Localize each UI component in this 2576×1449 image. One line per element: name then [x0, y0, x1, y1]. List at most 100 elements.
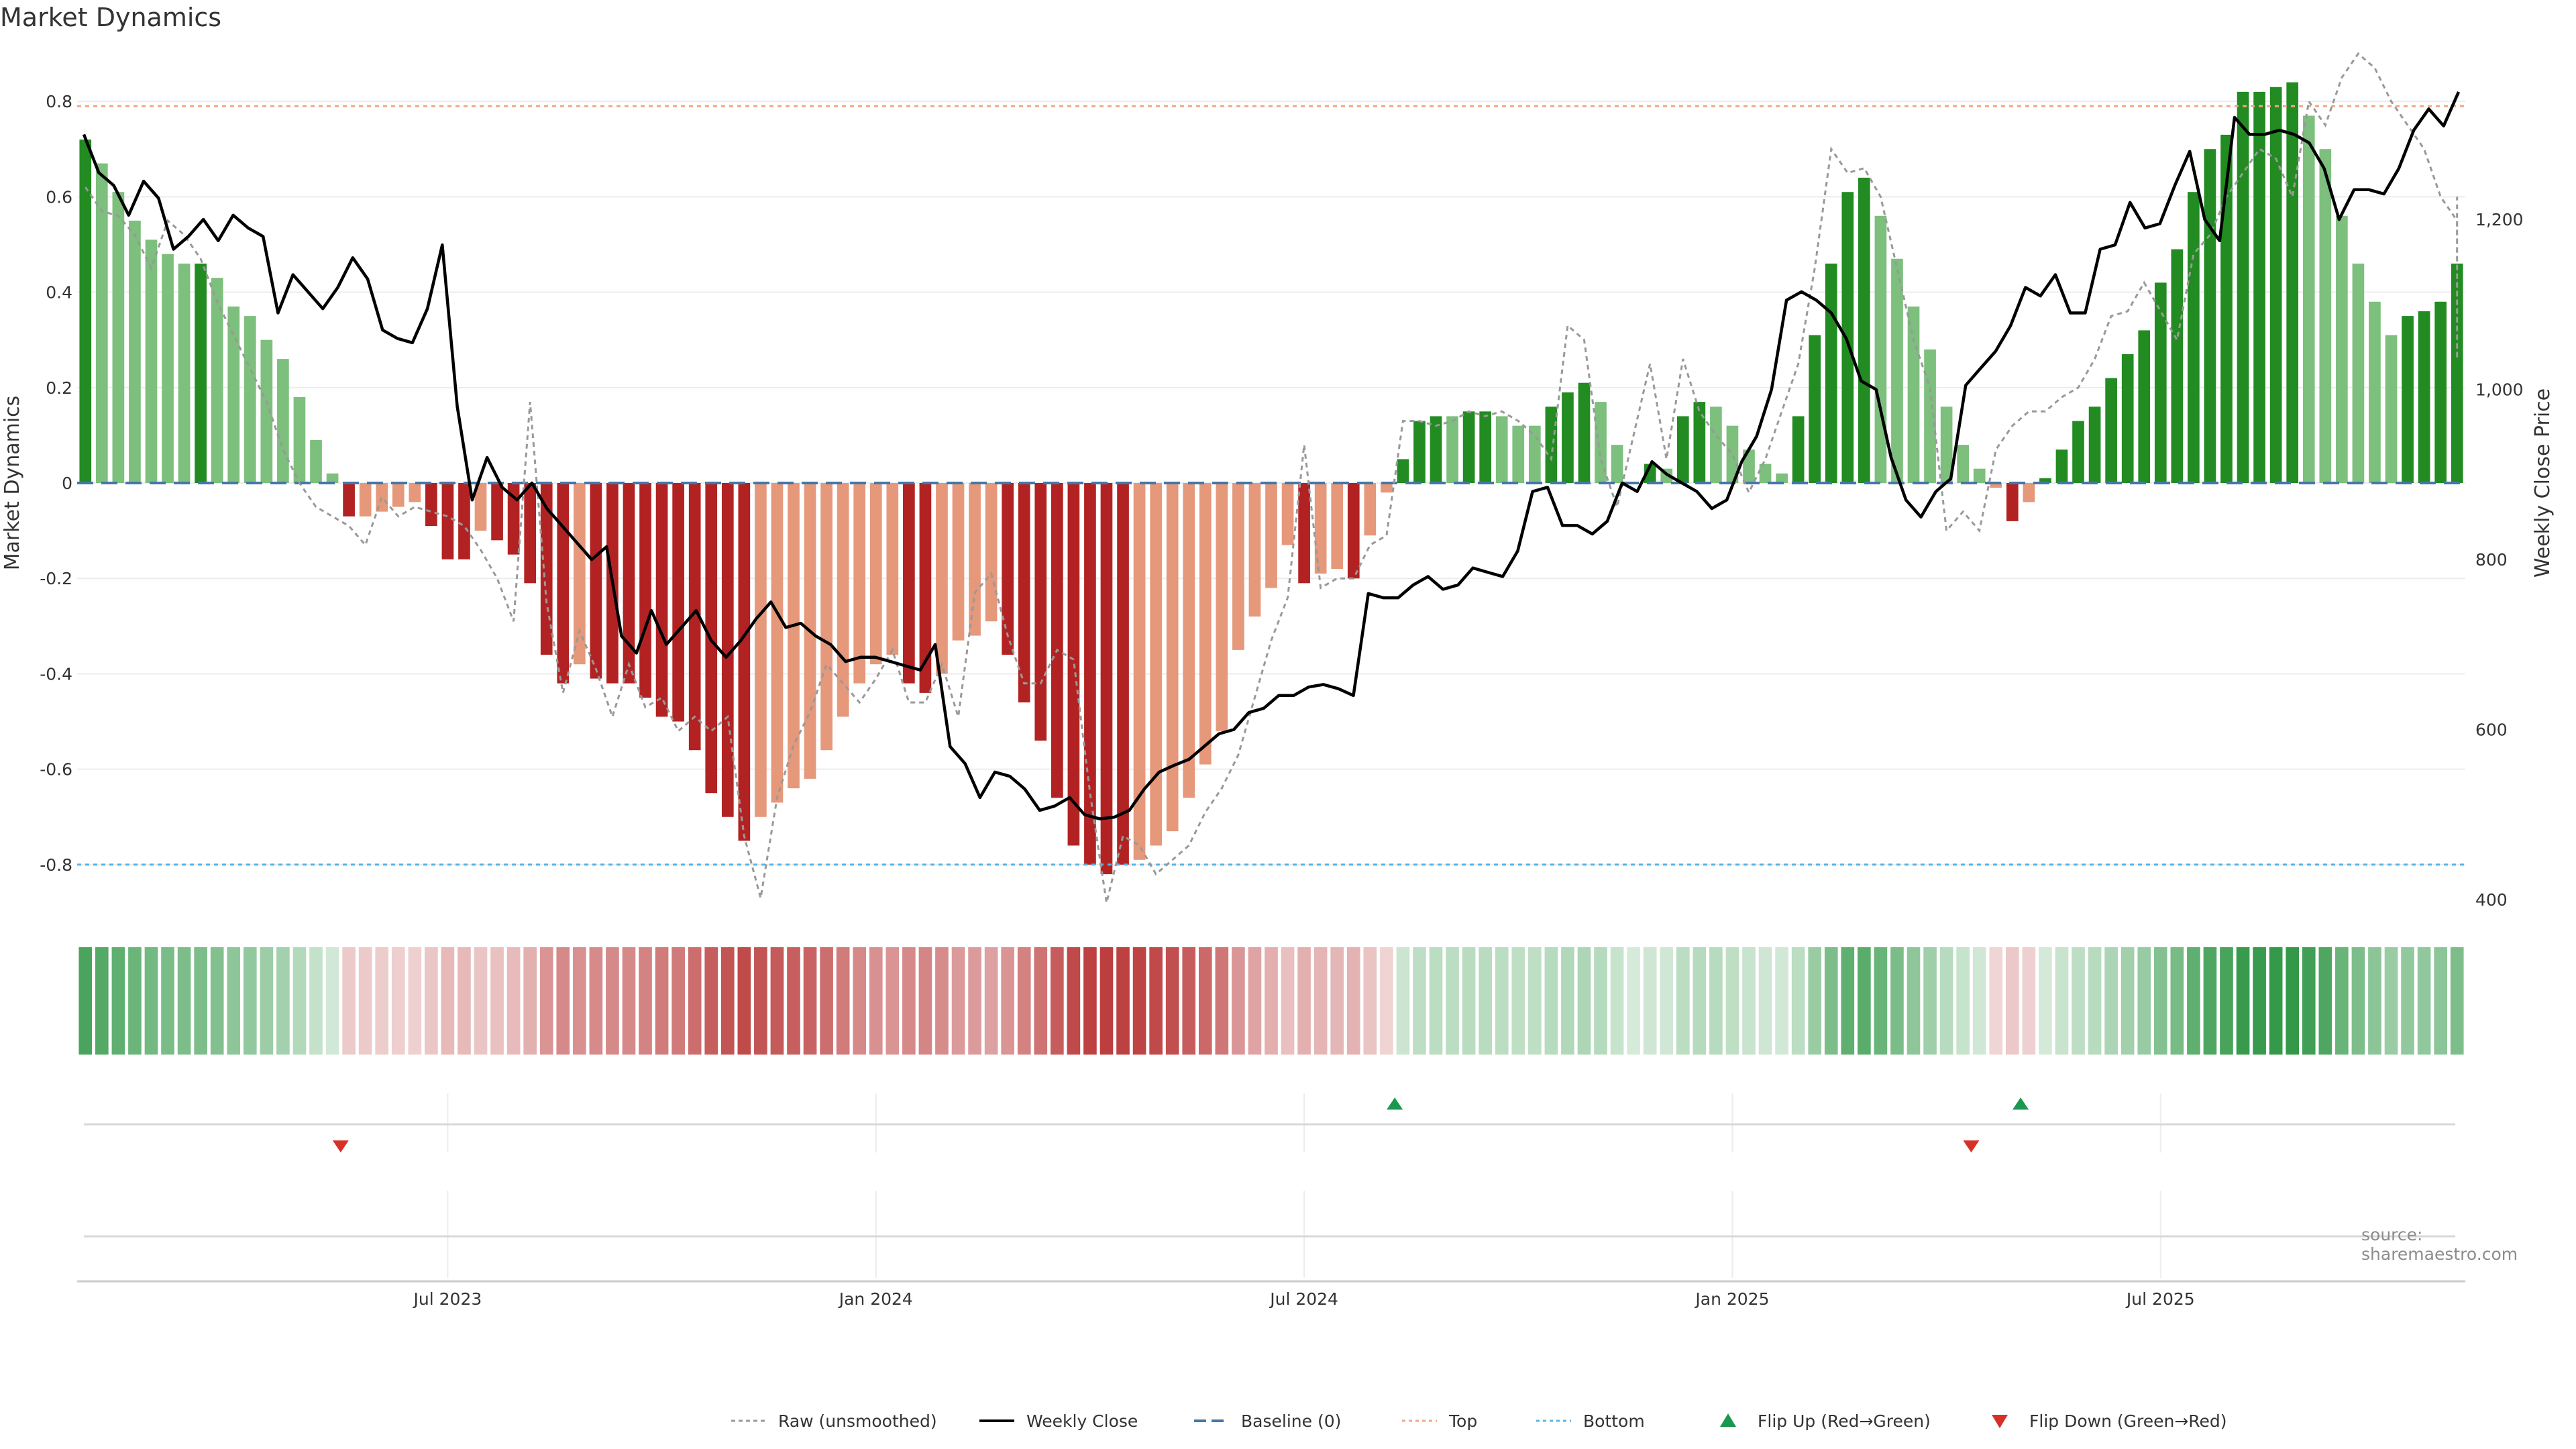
heatmap-cell [490, 947, 504, 1055]
heatmap-cell [1149, 947, 1163, 1055]
dynamics-bar [590, 483, 602, 679]
heatmap-cell [2088, 947, 2102, 1055]
dynamics-bar [458, 483, 470, 559]
dynamics-bar [1957, 445, 1970, 483]
heatmap-cell [1939, 947, 1953, 1055]
heatmap-cell [210, 947, 224, 1055]
dynamics-bar [1117, 483, 1129, 865]
heatmap-cell [474, 947, 488, 1055]
dynamics-bar [112, 192, 125, 483]
left-tick-label: 0.4 [46, 283, 72, 303]
heatmap-cell [523, 947, 537, 1055]
dynamics-bar [195, 263, 207, 483]
left-tick-label: -0.6 [40, 760, 72, 780]
dynamics-bar [1611, 445, 1623, 483]
dynamics-bar [1676, 416, 1689, 483]
dynamics-bar [244, 316, 256, 483]
dynamics-bar [2418, 311, 2430, 483]
legend-label-top: Top [1448, 1411, 1477, 1431]
heatmap-cell [1923, 947, 1937, 1055]
heatmap-cell [2055, 947, 2069, 1055]
heatmap-cell [573, 947, 586, 1055]
heatmap-cell [1313, 947, 1328, 1055]
dynamics-bar [293, 397, 306, 483]
heatmap-cell [1083, 947, 1097, 1055]
dynamics-bar [1232, 483, 1244, 650]
x-tick-label: Jul 2025 [2125, 1289, 2195, 1309]
heatmap-cell [128, 947, 142, 1055]
heatmap-cell [754, 947, 767, 1055]
dynamics-bar [1150, 483, 1162, 846]
dynamics-bar [326, 473, 339, 483]
dynamics-bar [919, 483, 932, 693]
dynamics-bar [2451, 263, 2463, 483]
heatmap-cell [2434, 947, 2447, 1055]
dynamics-bar [1759, 464, 1772, 483]
dynamics-bar [409, 483, 421, 502]
right-tick-label: 800 [2475, 550, 2508, 570]
heatmap-cell [1479, 947, 1492, 1055]
dynamics-bar [2204, 149, 2216, 483]
dynamics-bar [755, 483, 767, 817]
heatmap-cell [1758, 947, 1772, 1055]
heatmap-cell [1396, 947, 1410, 1055]
heatmap-cell [194, 947, 207, 1055]
x-tick-label: Jan 2025 [1694, 1289, 1769, 1309]
dynamics-bar [1166, 483, 1179, 832]
dynamics-bar [474, 483, 487, 531]
dynamics-bar [837, 483, 849, 717]
heatmap-cell [243, 947, 257, 1055]
heatmap-cell [539, 947, 553, 1055]
heatmap-cell [737, 947, 751, 1055]
dynamics-bar [359, 483, 372, 517]
legend-flip-up-swatch [1720, 1413, 1736, 1427]
heatmap-cell [1165, 947, 1179, 1055]
dynamics-bar [1891, 258, 1903, 483]
dynamics-bar [277, 359, 289, 483]
dynamics-bar [623, 483, 635, 684]
heatmap-cell [951, 947, 965, 1055]
heatmap-cell [1544, 947, 1558, 1055]
dynamics-bar [738, 483, 751, 841]
heatmap-cell [935, 947, 949, 1055]
flip-up-marker [2012, 1097, 2029, 1110]
y-axis-right-label: Weekly Close Price [2531, 388, 2555, 578]
x-tick-label: Jul 2023 [413, 1289, 482, 1309]
legend-label-raw: Raw (unsmoothed) [778, 1411, 937, 1431]
dynamics-bar [2385, 335, 2398, 483]
x-tick-label: Jan 2024 [838, 1289, 913, 1309]
flip-up-marker [1387, 1097, 1403, 1110]
dynamics-bar [1084, 483, 1096, 865]
heatmap-cell [1363, 947, 1377, 1055]
heatmap-cell [441, 947, 455, 1055]
heatmap-cell [1725, 947, 1739, 1055]
heatmap-cell [672, 947, 685, 1055]
heatmap-cell [1132, 947, 1146, 1055]
dynamics-bar [1495, 416, 1508, 483]
dynamics-bar [886, 483, 899, 655]
dynamics-bar [2302, 115, 2315, 483]
heatmap-cell [968, 947, 981, 1055]
dynamics-bar [2088, 407, 2101, 483]
dynamics-bar [2006, 483, 2019, 521]
dynamics-bar [2336, 215, 2348, 483]
heatmap-cell [1232, 947, 1245, 1055]
heatmap-cell [2072, 947, 2085, 1055]
heatmap-cell [144, 947, 158, 1055]
dynamics-bar [425, 483, 437, 526]
dynamics-bar [1216, 483, 1228, 731]
heatmap-cell [1346, 947, 1360, 1055]
dynamics-bar [1381, 483, 1393, 493]
dynamics-bar [2237, 91, 2249, 483]
heatmap-cell [177, 947, 191, 1055]
heatmap-cell [1676, 947, 1690, 1055]
dynamics-bar [2121, 354, 2134, 483]
heatmap-cell [2351, 947, 2365, 1055]
legend-label-flip-up: Flip Up (Red→Green) [1758, 1411, 1931, 1431]
heatmap-cell [1182, 947, 1196, 1055]
dynamics-bar [1018, 483, 1030, 703]
dynamics-bar [1430, 416, 1442, 483]
heatmap-cell [1824, 947, 1838, 1055]
legend-label-weekly-close: Weekly Close [1026, 1411, 1138, 1431]
dynamics-bar [1710, 407, 1722, 483]
